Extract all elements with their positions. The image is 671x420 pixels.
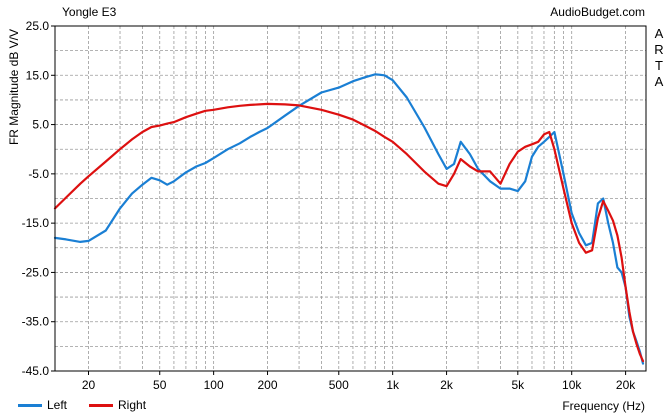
legend-label-left: Left — [47, 398, 68, 412]
series-line-right — [53, 102, 645, 363]
legend-label-right: Right — [118, 398, 147, 412]
y-axis-label: FR Magnitude dB V/V — [7, 28, 21, 146]
chart-title: Yongle E3 — [62, 5, 117, 19]
x-tick-label: 200 — [258, 378, 278, 392]
x-tick-label: 5k — [511, 378, 525, 392]
y-tick-label: 25.0 — [26, 19, 50, 33]
site-name: AudioBudget.com — [550, 5, 645, 19]
chart-grid — [55, 26, 646, 371]
x-tick-label: 2k — [440, 378, 454, 392]
x-tick-label: 20 — [82, 378, 96, 392]
legend-item-right: Right — [89, 398, 146, 412]
x-axis-ticks: 20 50 100 200 500 1k 2k 5k 10k 20k — [82, 371, 636, 392]
series-line-left — [53, 73, 645, 365]
x-tick-label: 500 — [329, 378, 349, 392]
y-tick-label: -35.0 — [22, 315, 50, 329]
legend-swatch-right — [89, 403, 114, 407]
x-tick-label: 10k — [562, 378, 582, 392]
plot-frame — [54, 25, 647, 372]
x-tick-label: 1k — [386, 378, 400, 392]
y-tick-label: -25.0 — [22, 265, 50, 279]
legend-item-left: Left — [18, 398, 67, 412]
x-tick-label: 20k — [616, 378, 636, 392]
y-tick-label: 5.0 — [32, 118, 49, 132]
x-axis-label: Frequency (Hz) — [562, 399, 645, 413]
chart-series — [53, 73, 645, 365]
y-tick-label: -45.0 — [22, 364, 50, 378]
legend-swatch-left — [18, 403, 42, 407]
x-tick-label: 50 — [153, 378, 167, 392]
arta-side-label: ARTA — [654, 26, 664, 89]
x-tick-label: 100 — [204, 378, 224, 392]
y-tick-label: -15.0 — [22, 216, 50, 230]
y-tick-label: 15.0 — [26, 68, 50, 82]
y-tick-label: -5.0 — [28, 167, 49, 181]
y-axis-ticks: -45.0 -35.0 -25.0 -15.0 -5.0 5.0 15.0 25.0 — [22, 19, 55, 378]
chart-legend: Left Right — [18, 398, 168, 412]
